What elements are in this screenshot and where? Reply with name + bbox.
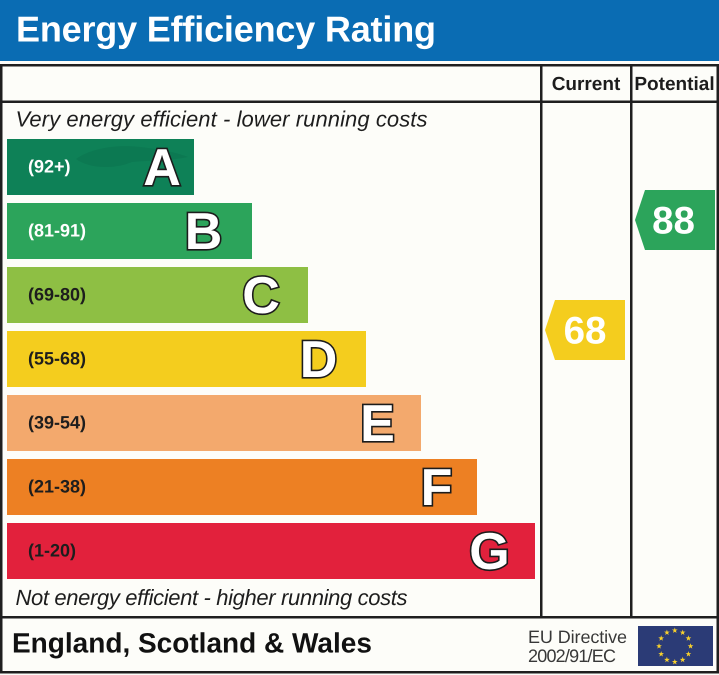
svg-text:Energy Efficiency Rating: Energy Efficiency Rating <box>16 8 436 49</box>
svg-text:88: 88 <box>652 200 695 243</box>
svg-text:(92+): (92+) <box>28 157 71 177</box>
svg-text:(55-68): (55-68) <box>28 349 86 369</box>
svg-text:E: E <box>360 395 395 453</box>
svg-text:Not energy efficient - higher: Not energy efficient - higher running co… <box>16 585 408 610</box>
svg-text:(39-54): (39-54) <box>28 413 86 433</box>
svg-text:EU Directive: EU Directive <box>528 627 627 647</box>
svg-text:C: C <box>242 267 280 325</box>
svg-text:A: A <box>143 139 181 197</box>
svg-text:(69-80): (69-80) <box>28 285 86 305</box>
svg-text:B: B <box>185 203 223 261</box>
svg-text:(1-20): (1-20) <box>28 541 76 561</box>
svg-text:(81-91): (81-91) <box>28 221 86 241</box>
svg-text:(21-38): (21-38) <box>28 477 86 497</box>
svg-text:England, Scotland & Wales: England, Scotland & Wales <box>12 628 372 659</box>
svg-text:2002/91/EC: 2002/91/EC <box>528 646 616 666</box>
svg-text:Very energy efficient - lower: Very energy efficient - lower running co… <box>16 107 428 132</box>
svg-text:G: G <box>469 523 509 581</box>
svg-text:68: 68 <box>564 310 607 353</box>
svg-text:Potential: Potential <box>634 74 714 95</box>
svg-text:D: D <box>300 331 338 389</box>
svg-text:Current: Current <box>552 74 621 95</box>
svg-text:F: F <box>421 459 453 517</box>
